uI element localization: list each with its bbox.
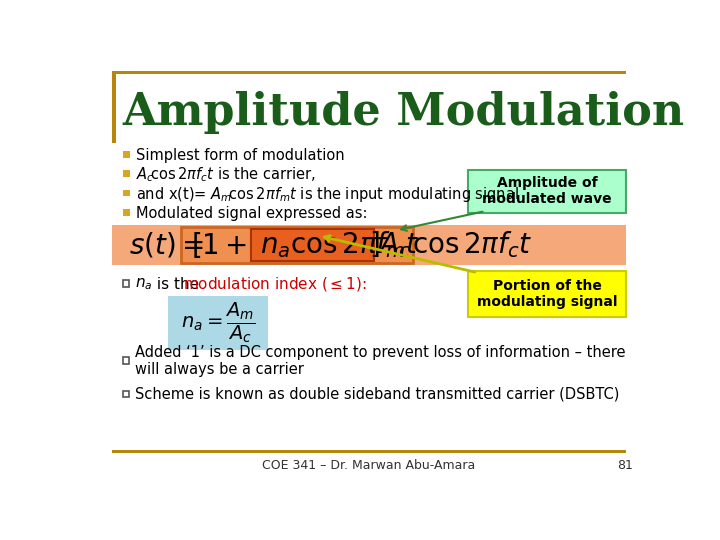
Text: Modulated signal expressed as:: Modulated signal expressed as: (137, 206, 368, 221)
Bar (122, 390, 129, 397)
Text: Amplitude Modulation: Amplitude Modulation (122, 91, 685, 134)
Bar (122, 209, 130, 215)
Text: COE 341 – Dr. Marwan Abu-Amara: COE 341 – Dr. Marwan Abu-Amara (262, 458, 476, 472)
Text: 81: 81 (617, 458, 633, 472)
Text: $s(t) = $: $s(t) = $ (129, 231, 204, 260)
Bar (122, 170, 130, 177)
Text: $]A_c$: $]A_c$ (369, 230, 411, 260)
Text: modulation index ($\leq 1$):: modulation index ($\leq 1$): (183, 275, 366, 293)
Text: Portion of the
modulating signal: Portion of the modulating signal (477, 279, 618, 309)
Text: $n_a$: $n_a$ (135, 276, 153, 292)
Bar (122, 357, 129, 363)
Bar (112, 450, 626, 453)
Text: Amplitude of
modulated wave: Amplitude of modulated wave (482, 176, 612, 206)
Bar (122, 280, 129, 287)
Bar (122, 190, 130, 197)
FancyBboxPatch shape (468, 170, 626, 213)
FancyBboxPatch shape (251, 229, 374, 261)
Text: $\cos 2\pi f_c t$: $\cos 2\pi f_c t$ (412, 230, 532, 260)
Text: is the: is the (152, 276, 204, 292)
Bar (112, 71, 626, 74)
Text: Added ‘1’ is a DC component to prevent loss of information – there
will always b: Added ‘1’ is a DC component to prevent l… (135, 345, 626, 377)
Text: $[1 +$: $[1 +$ (191, 230, 247, 260)
Text: $n_a = \dfrac{A_m}{A_c}$: $n_a = \dfrac{A_m}{A_c}$ (181, 300, 255, 345)
FancyBboxPatch shape (468, 271, 626, 316)
Bar (168, 296, 269, 350)
Text: $A_c\!\cos 2\pi f_c t$ is the carrier,: $A_c\!\cos 2\pi f_c t$ is the carrier, (137, 166, 316, 184)
FancyBboxPatch shape (181, 226, 413, 264)
Text: $n_a \cos 2\pi f_m t$: $n_a \cos 2\pi f_m t$ (261, 230, 420, 260)
Text: and x(t)= $A_m\!\cos 2\pi f_m t$ is the input modulating signal: and x(t)= $A_m\!\cos 2\pi f_m t$ is the … (137, 185, 519, 204)
Bar (112, 74, 116, 143)
Bar (112, 225, 626, 265)
Bar (122, 151, 130, 158)
Text: Scheme is known as double sideband transmitted carrier (DSBTC): Scheme is known as double sideband trans… (135, 387, 619, 402)
Text: Simplest form of modulation: Simplest form of modulation (137, 148, 345, 163)
